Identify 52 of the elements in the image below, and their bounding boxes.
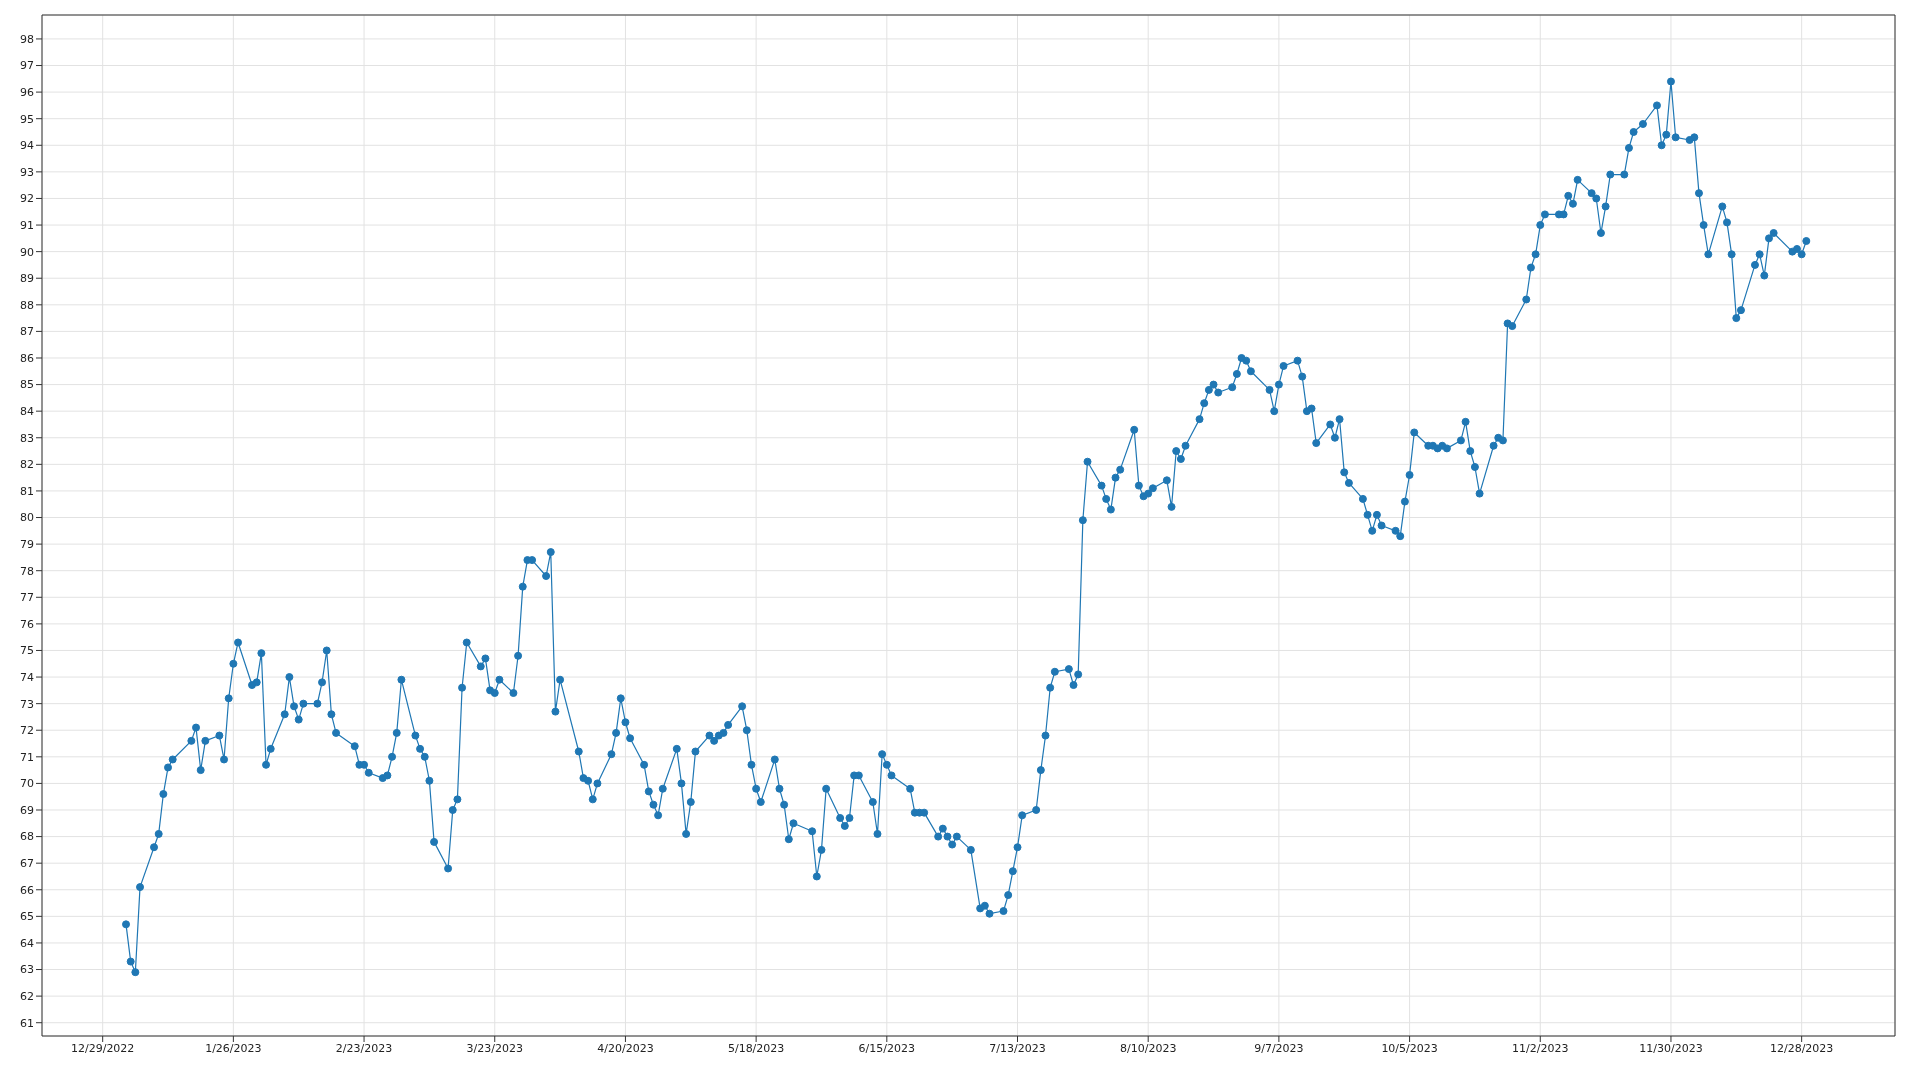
y-tick-label: 80 [20,511,34,525]
x-tick-label: 8/10/2023 [1120,1041,1177,1055]
x-tick-label: 12/29/2022 [70,1041,135,1055]
y-tick-label: 98 [20,32,34,46]
x-tick-label: 6/15/2023 [858,1041,916,1055]
y-tick-label: 74 [20,670,34,684]
y-tick-label: 81 [20,484,34,498]
y-tick-label: 88 [20,298,34,312]
x-tick-label: 7/13/2023 [989,1041,1046,1055]
y-tick-label: 97 [20,59,34,73]
y-tick-label: 61 [20,1016,34,1030]
y-tick-label: 82 [20,458,34,472]
y-tick-label: 71 [20,750,34,764]
x-tick-label: 5/18/2023 [727,1041,785,1055]
x-tick-label: 12/28/2023 [1769,1041,1834,1055]
y-tick-label: 92 [20,192,34,206]
y-tick-label: 63 [20,963,34,977]
y-tick-label: 77 [20,591,34,605]
y-tick-label: 94 [20,139,34,153]
y-tick-label: 64 [20,936,34,950]
y-tick-label: 70 [20,777,34,791]
y-tick-label: 72 [20,724,34,738]
y-tick-label: 78 [20,564,34,578]
y-tick-label: 86 [20,351,34,365]
y-tick-label: 85 [20,378,34,392]
y-tick-label: 90 [20,245,34,259]
y-tick-label: 93 [20,165,34,179]
y-tick-label: 62 [20,990,34,1004]
y-tick-label: 96 [20,86,34,100]
x-tick-label: 10/5/2023 [1381,1041,1438,1055]
y-tick-label: 84 [20,405,34,419]
y-tick-label: 83 [20,431,34,445]
y-tick-label: 87 [20,325,34,339]
y-tick-label: 89 [20,272,34,286]
y-tick-label: 69 [20,803,34,817]
y-tick-label: 66 [20,883,34,897]
y-tick-label: 65 [20,910,34,924]
x-tick-label: 9/7/2023 [1254,1041,1304,1055]
y-tick-label: 68 [20,830,34,844]
x-tick-label: 11/30/2023 [1639,1041,1703,1055]
x-tick-label: 11/2/2023 [1512,1041,1569,1055]
y-tick-label: 79 [20,538,34,552]
y-tick-label: 76 [20,617,34,631]
y-tick-label: 95 [20,112,34,126]
x-tick-label: 4/20/2023 [597,1041,654,1055]
x-tick-label: 1/26/2023 [205,1041,262,1055]
y-tick-label: 67 [20,857,34,871]
y-tick-label: 91 [20,218,34,232]
y-tick-label: 75 [20,644,34,658]
x-tick-label: 3/23/2023 [466,1041,523,1055]
y-tick-label: 73 [20,697,34,711]
x-tick-label: 2/23/2023 [335,1041,393,1055]
